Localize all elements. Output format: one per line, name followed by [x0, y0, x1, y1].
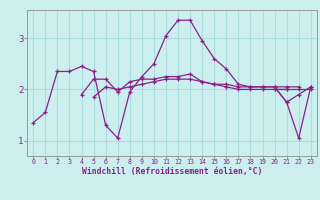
X-axis label: Windchill (Refroidissement éolien,°C): Windchill (Refroidissement éolien,°C)	[82, 167, 262, 176]
